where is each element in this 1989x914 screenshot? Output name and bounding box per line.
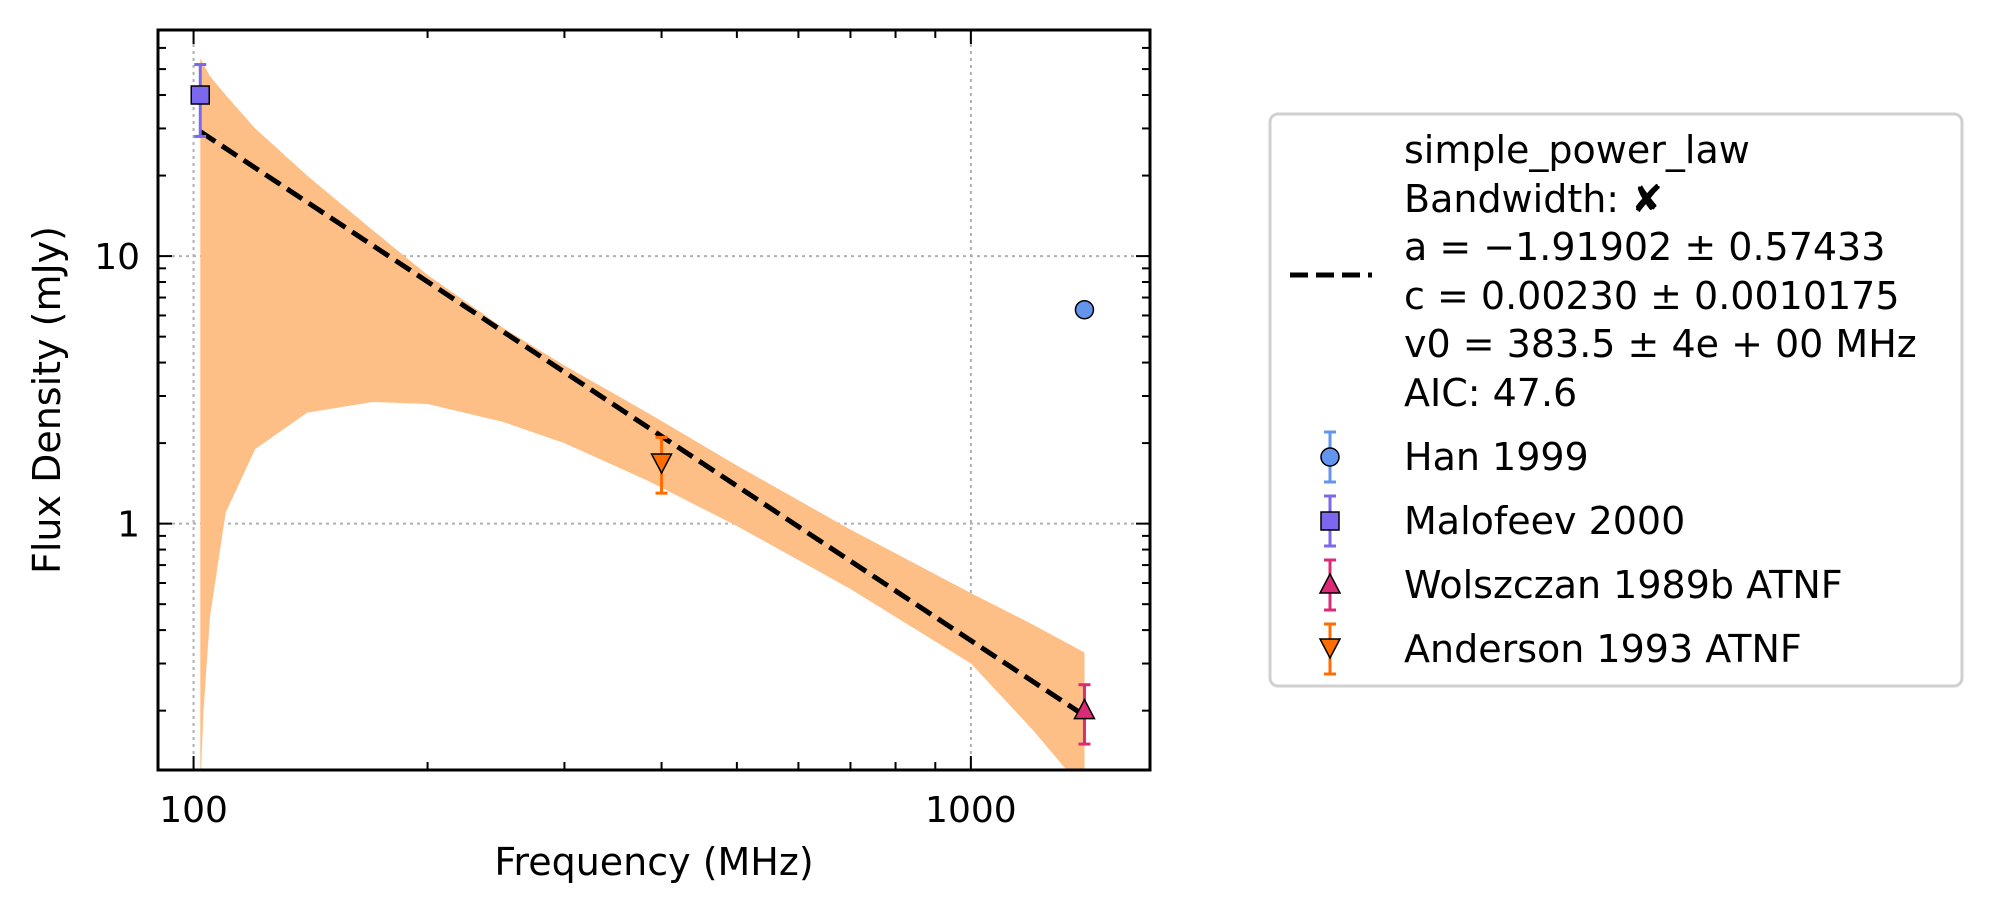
- y-tick-label-0: 1: [117, 505, 140, 546]
- fit-uncertainty-band: [200, 58, 1085, 770]
- legend-wolszczan-triangle-up-marker-icon: [1318, 572, 1342, 594]
- point-wolszczan-1989b-atnf-0: [1073, 698, 1096, 720]
- legend-entry-malofeev-2000: Malofeev 2000: [1320, 494, 1685, 548]
- x-tick-label-0: 100: [159, 790, 228, 831]
- y-tick-label-1: 10: [94, 237, 140, 278]
- legend-anderson-triangle-down-marker-icon: [1318, 638, 1342, 660]
- point-malofeev-2000-0: [190, 85, 211, 105]
- point-han-1999-0: [1074, 300, 1095, 320]
- legend-han-label: Han 1999: [1404, 435, 1589, 479]
- legend-wolszczan-label: Wolszczan 1989b ATNF: [1404, 563, 1843, 607]
- y-axis-label: Flux Density (mJy): [25, 226, 69, 574]
- legend-entry-wolszczan-1989b: Wolszczan 1989b ATNF: [1318, 558, 1843, 612]
- legend-malofeev-label: Malofeev 2000: [1404, 499, 1685, 543]
- legend-fit-line-1: simple_power_law: [1404, 128, 1750, 172]
- legend: simple_power_law Bandwidth: ✘ a = −1.919…: [1268, 112, 1964, 688]
- legend-entry-han-1999: Han 1999: [1320, 430, 1589, 484]
- x-axis-label: Frequency (MHz): [494, 840, 813, 884]
- point-anderson-1993-atnf-0: [650, 453, 673, 475]
- legend-han-circle-marker-icon: [1320, 447, 1340, 467]
- axis-ticks: [157, 29, 1150, 770]
- legend-fit-line-3: a = −1.91902 ± 0.57433: [1404, 225, 1885, 269]
- fit-line-group: [198, 129, 1086, 718]
- legend-fit-line-5: v0 = 383.5 ± 4e + 00 MHz: [1404, 322, 1917, 366]
- legend-fit-line-6: AIC: 47.6: [1404, 371, 1577, 415]
- legend-entry-anderson-1993: Anderson 1993 ATNF: [1318, 622, 1802, 676]
- tick-labels: 100 1000 1 10: [94, 237, 1016, 831]
- legend-fit-line-4: c = 0.00230 ± 0.0010175: [1404, 274, 1900, 318]
- fit-uncertainty-band-group: [200, 58, 1085, 770]
- legend-malofeev-square-marker-icon: [1320, 511, 1340, 531]
- x-tick-label-1: 1000: [925, 790, 1017, 831]
- legend-anderson-label: Anderson 1993 ATNF: [1404, 627, 1802, 671]
- legend-fit-line-2: Bandwidth: ✘: [1404, 177, 1663, 221]
- data-points: [190, 63, 1096, 746]
- legend-box: [1268, 112, 1964, 688]
- plot-frame: [156, 28, 1152, 772]
- fit-line: [198, 129, 1086, 718]
